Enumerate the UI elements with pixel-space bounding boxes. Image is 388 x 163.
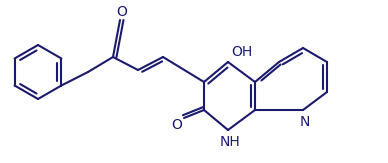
Text: N: N <box>300 115 310 129</box>
Text: O: O <box>171 118 182 132</box>
Text: O: O <box>116 5 127 19</box>
Text: OH: OH <box>231 45 253 59</box>
Text: NH: NH <box>220 135 241 149</box>
